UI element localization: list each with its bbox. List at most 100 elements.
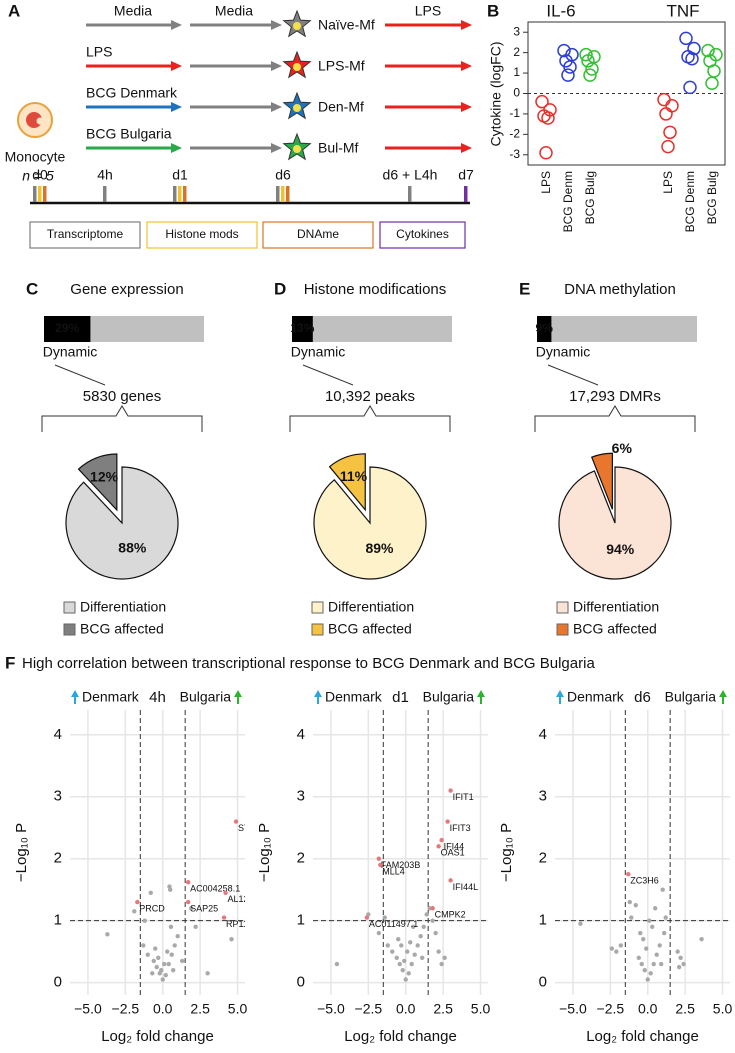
plot: ZC3H6 xyxy=(555,710,730,995)
data-point xyxy=(609,946,615,951)
assay-mark xyxy=(43,186,47,202)
data-point xyxy=(405,949,410,954)
panel-title: DNA methylation xyxy=(564,281,676,298)
data-point xyxy=(685,52,699,66)
panel-label: F xyxy=(5,653,15,672)
data-point xyxy=(439,961,444,967)
y-tick-label: 3 xyxy=(539,788,547,805)
x-tick-label: LPS xyxy=(539,171,553,194)
bar-background xyxy=(292,316,452,342)
assay-mark xyxy=(103,186,107,202)
legend-swatch xyxy=(311,601,324,614)
arrow-head xyxy=(461,143,472,153)
data-point xyxy=(165,949,170,954)
arrow-head xyxy=(271,102,282,112)
y-tick-label: -1 xyxy=(509,106,520,120)
pie-slice xyxy=(590,452,613,510)
data-point xyxy=(657,92,671,107)
y-tick-label: 3 xyxy=(297,788,305,805)
legend-swatch xyxy=(311,623,324,636)
arrow-head xyxy=(461,20,472,30)
assay-mark xyxy=(276,186,280,202)
y-tick-label: 4 xyxy=(297,726,305,743)
x-tick-label: −2.5 xyxy=(112,1001,140,1017)
panel-title: Histone modifications xyxy=(304,281,447,298)
assay-label: Transcriptome xyxy=(47,227,124,241)
y-tick-label: 1 xyxy=(297,912,305,929)
slice-label: 89% xyxy=(365,540,394,556)
assay-mark xyxy=(183,186,187,202)
bar xyxy=(44,316,91,342)
data-point xyxy=(651,961,656,967)
y-tick-label: 4 xyxy=(539,726,547,743)
bar-background xyxy=(537,316,697,342)
brace xyxy=(534,405,696,432)
arrow-head xyxy=(271,61,282,71)
monocyte-notch xyxy=(36,117,44,125)
assay-label: DNAme xyxy=(297,227,339,241)
data-point xyxy=(585,62,599,76)
legend-swatch xyxy=(63,623,76,636)
data-point xyxy=(408,940,413,945)
data-point xyxy=(658,961,664,967)
pie-slice xyxy=(77,453,118,512)
panel-label: E xyxy=(519,279,530,298)
legend-swatch xyxy=(63,601,76,614)
data-point xyxy=(171,968,176,973)
data-point xyxy=(409,961,414,967)
data-point xyxy=(642,968,647,973)
panel-label: D xyxy=(274,279,286,298)
cell-nucleus xyxy=(293,104,301,112)
data-point xyxy=(376,930,382,936)
data-point xyxy=(419,955,425,961)
arrow-head xyxy=(271,143,282,153)
slice-label: 88% xyxy=(118,540,147,556)
bar-label: 13% xyxy=(290,321,314,335)
data-point xyxy=(683,80,697,95)
data-point xyxy=(175,933,180,939)
data-point xyxy=(699,937,704,942)
data-point xyxy=(229,937,234,942)
panel-title: Gene expression xyxy=(70,281,183,298)
data-point xyxy=(579,47,593,62)
x-tick-label: 5.0 xyxy=(713,1001,733,1017)
y-tick-label: 4 xyxy=(54,726,62,743)
gene-label: RP11−97 xyxy=(226,919,263,929)
gene-label: FAM203B xyxy=(381,860,421,870)
assay-mark xyxy=(33,186,37,202)
bar-name: Dynamic xyxy=(43,344,97,360)
data-point xyxy=(663,915,668,920)
data-point xyxy=(647,918,652,923)
facet-title: TNF xyxy=(666,1,699,20)
connector xyxy=(547,364,599,386)
x-tick-label: LPS xyxy=(661,171,675,194)
data-point xyxy=(382,915,387,920)
assay-mark xyxy=(173,186,177,202)
direction-label: Bulgaria xyxy=(180,689,232,705)
x-tick-label: −5.0 xyxy=(317,1001,345,1017)
gene-label: IFI44L xyxy=(453,882,479,892)
legend-label: BCG affected xyxy=(80,621,164,637)
up-arrow xyxy=(314,690,322,704)
data-point xyxy=(162,961,167,967)
data-point xyxy=(394,955,399,961)
x-axis-label: Log₂ fold change xyxy=(586,1028,699,1045)
total-label: 5830 genes xyxy=(83,388,161,405)
total-label: 10,392 peaks xyxy=(325,388,415,405)
y-axis-label: Cytokine (logFC) xyxy=(488,41,504,146)
data-point xyxy=(535,94,549,109)
facet-title: 4h xyxy=(149,689,166,706)
slice-label: 94% xyxy=(606,541,635,557)
y-tick-label: 0 xyxy=(539,974,547,991)
cell-nucleus xyxy=(293,22,301,30)
arrow-label: BCG Bulgaria xyxy=(86,126,172,142)
data-point xyxy=(701,43,715,58)
arrow-head xyxy=(461,102,472,112)
timepoint-label: d6 + L4h xyxy=(383,167,438,183)
arrow-head xyxy=(171,143,182,153)
y-axis-label: −Log₁₀ P xyxy=(13,823,30,882)
cell-nucleus xyxy=(293,63,301,71)
